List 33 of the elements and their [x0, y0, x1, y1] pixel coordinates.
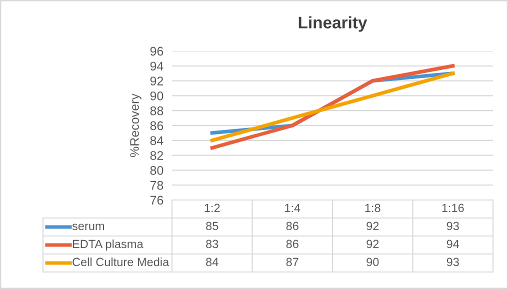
data-label: 92 [366, 222, 379, 230]
y-tick-label: 92 [150, 76, 164, 86]
y-tick-label: 86 [150, 121, 164, 130]
y-tick-label: 80 [150, 166, 164, 175]
data-label: 93 [446, 258, 459, 266]
data-label: 86 [286, 240, 298, 248]
x-tick-label: 1:8 [365, 204, 380, 212]
y-tick-label: 96 [150, 46, 164, 56]
y-tick-label: 90 [150, 92, 164, 100]
y-tick-label: 88 [150, 106, 164, 116]
y-axis-title: %Recovery [130, 94, 142, 158]
y-tick-label: 78 [150, 180, 164, 190]
data-label: 87 [286, 258, 298, 266]
x-tick-label: 1:2 [204, 204, 220, 212]
x-tick-label: 1:16 [442, 204, 464, 212]
data-label: 85 [206, 222, 218, 230]
data-label: 86 [286, 222, 298, 230]
data-label: 90 [366, 258, 379, 266]
y-tick-label: 94 [150, 62, 164, 71]
data-label: 94 [446, 240, 460, 248]
chart-title: Linearity [298, 16, 368, 32]
line-series [210, 64, 455, 150]
data-label: 93 [446, 222, 459, 230]
data-label: 92 [366, 240, 379, 248]
y-tick-label: 84 [150, 136, 164, 146]
data-label: 83 [206, 240, 218, 248]
data-label: 84 [206, 258, 218, 266]
y-tick-label: 82 [150, 151, 164, 160]
legend-label: Cell Culture Media [72, 257, 170, 266]
legend-label: serum [72, 224, 104, 230]
y-tick-label: 76 [150, 196, 164, 205]
x-tick-label: 1:4 [285, 204, 300, 212]
legend-label: EDTA plasma [72, 239, 144, 251]
